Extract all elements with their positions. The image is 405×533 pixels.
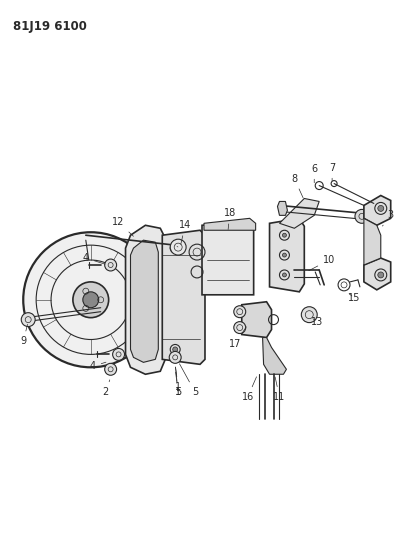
Text: 7: 7 [328, 163, 335, 181]
Circle shape [104, 259, 116, 271]
Circle shape [169, 351, 181, 364]
Text: 10: 10 [308, 255, 335, 271]
Circle shape [282, 253, 286, 257]
Circle shape [301, 306, 316, 322]
Circle shape [172, 347, 177, 352]
Text: 18: 18 [223, 208, 235, 230]
Circle shape [112, 349, 124, 360]
Text: 14: 14 [179, 220, 191, 245]
Circle shape [23, 232, 158, 367]
Text: 17: 17 [228, 327, 245, 350]
Polygon shape [363, 258, 390, 290]
Polygon shape [269, 219, 304, 292]
Polygon shape [363, 196, 390, 225]
Text: 9: 9 [20, 324, 28, 346]
Text: 81J19 6100: 81J19 6100 [13, 20, 87, 33]
Text: 4: 4 [83, 253, 105, 264]
Circle shape [104, 364, 116, 375]
Polygon shape [203, 219, 255, 230]
Text: 8: 8 [291, 174, 303, 198]
Circle shape [282, 273, 286, 277]
Circle shape [354, 209, 368, 223]
Text: 16: 16 [241, 377, 256, 402]
Text: 12: 12 [112, 217, 133, 236]
Text: 1: 1 [175, 367, 181, 392]
Circle shape [172, 246, 177, 251]
Text: 6: 6 [310, 164, 317, 183]
Circle shape [21, 313, 35, 327]
Polygon shape [262, 337, 286, 374]
Circle shape [282, 233, 286, 237]
Circle shape [377, 205, 383, 212]
Circle shape [83, 292, 98, 308]
Polygon shape [202, 220, 253, 295]
Circle shape [233, 306, 245, 318]
Polygon shape [279, 198, 318, 228]
Polygon shape [241, 302, 271, 337]
Polygon shape [125, 225, 165, 374]
Text: 3: 3 [382, 211, 393, 226]
Circle shape [73, 282, 109, 318]
Polygon shape [277, 201, 287, 215]
Text: 5: 5 [179, 364, 198, 397]
Text: 1: 1 [175, 372, 181, 397]
Circle shape [233, 321, 245, 334]
Text: 15: 15 [347, 293, 359, 303]
Polygon shape [162, 230, 205, 365]
Text: 4: 4 [90, 361, 106, 372]
Text: 2: 2 [102, 380, 109, 397]
Text: 5: 5 [175, 367, 181, 397]
Polygon shape [130, 240, 158, 362]
Circle shape [377, 272, 383, 278]
Text: 13: 13 [310, 317, 322, 327]
Polygon shape [363, 219, 380, 265]
Text: 11: 11 [273, 377, 285, 402]
Circle shape [170, 239, 185, 255]
